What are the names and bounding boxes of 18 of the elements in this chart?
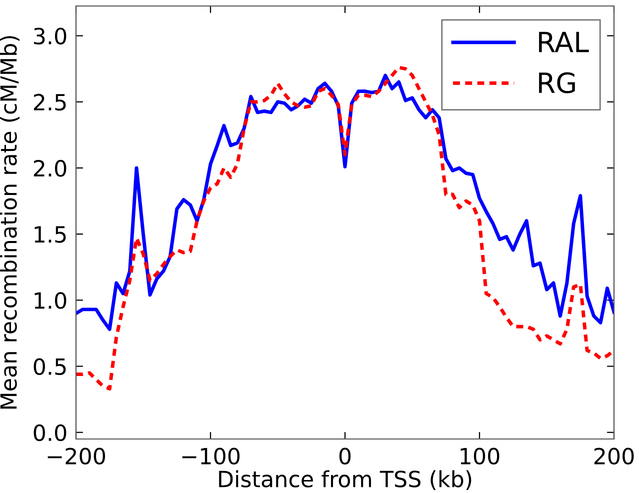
x-tick-label: −100	[182, 448, 240, 465]
line-series	[76, 74, 614, 331]
y-tick-label: 1.0	[34, 292, 66, 309]
y-tick-label: 2.0	[34, 160, 66, 177]
legend-label: RG	[539, 72, 575, 94]
line-series	[76, 66, 614, 390]
x-tick-label: −200	[48, 448, 106, 465]
y-axis-title: Mean recombination rate (cM/Mb)	[0, 36, 20, 409]
y-tick-label: 3.0	[34, 28, 66, 45]
x-tick-label: 100	[460, 448, 500, 465]
y-tick-label: 1.5	[34, 226, 66, 243]
y-tick-label: 2.5	[34, 94, 66, 111]
legend-label: RAL	[539, 32, 589, 52]
y-tick-label: 0.5	[34, 358, 66, 376]
y-tick-label: 0.0	[34, 424, 66, 442]
x-tick-label: 0	[339, 448, 351, 465]
x-axis-title: Distance from TSS (kb)	[219, 470, 472, 490]
x-tick-label: 200	[594, 448, 634, 465]
